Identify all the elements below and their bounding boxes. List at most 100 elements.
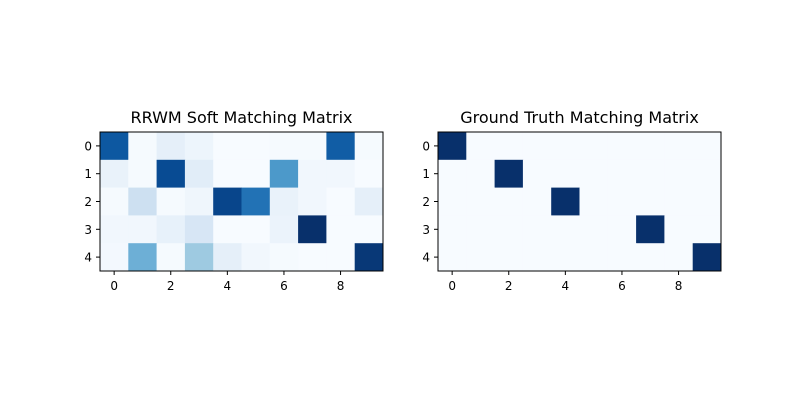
x-tick-label-1-8: 8 bbox=[675, 279, 683, 293]
y-tick-label-0-1: 1 bbox=[84, 167, 92, 181]
heatmap-cell-r0-c0 bbox=[100, 132, 129, 161]
y-tick-label-1-2: 2 bbox=[422, 195, 430, 209]
heatmap-cell-r1-c5 bbox=[579, 159, 609, 188]
heatmap-cell-r0-c4 bbox=[551, 132, 580, 161]
heatmap-cell-r4-c7 bbox=[298, 243, 327, 272]
heatmap-cell-r2-c1 bbox=[466, 187, 495, 216]
heatmap-cell-r0-c7 bbox=[298, 132, 327, 161]
heatmap-cell-r1-c6 bbox=[607, 159, 637, 188]
y-tick-label-0-2: 2 bbox=[84, 195, 92, 209]
x-tick-label-1-2: 2 bbox=[505, 279, 513, 293]
heatmap-cell-r4-c8 bbox=[326, 243, 356, 272]
x-tick-label-1-4: 4 bbox=[562, 279, 570, 293]
heatmap-cell-r2-c8 bbox=[326, 187, 356, 216]
heatmap-cell-r1-c2 bbox=[494, 159, 524, 188]
heatmap-cell-r4-c2 bbox=[494, 243, 524, 272]
heatmap-cell-r3-c8 bbox=[664, 215, 694, 244]
heatmap-cell-r4-c3 bbox=[184, 243, 214, 272]
x-tick-label-0-2: 2 bbox=[167, 279, 175, 293]
x-tick-label-1-6: 6 bbox=[618, 279, 626, 293]
heatmap-cell-r3-c1 bbox=[128, 215, 157, 244]
heatmap-cell-r3-c4 bbox=[551, 215, 580, 244]
chart-title-1: Ground Truth Matching Matrix bbox=[460, 108, 699, 127]
heatmap-cell-r4-c3 bbox=[522, 243, 552, 272]
x-tick-label-0-0: 0 bbox=[110, 279, 118, 293]
heatmap-cell-r0-c9 bbox=[354, 132, 384, 161]
heatmap-cell-r0-c8 bbox=[326, 132, 356, 161]
heatmap-cell-r1-c4 bbox=[213, 159, 242, 188]
heatmap-cell-r0-c1 bbox=[466, 132, 495, 161]
heatmap-cell-r0-c4 bbox=[213, 132, 242, 161]
heatmap-cell-r4-c1 bbox=[466, 243, 495, 272]
heatmap-cell-r4-c5 bbox=[241, 243, 271, 272]
heatmap-cell-r3-c5 bbox=[579, 215, 609, 244]
y-tick-label-0-3: 3 bbox=[84, 223, 92, 237]
heatmap-cell-r0-c2 bbox=[156, 132, 186, 161]
heatmap-cell-r3-c6 bbox=[607, 215, 637, 244]
heatmap-cell-r2-c7 bbox=[636, 187, 665, 216]
heatmap-cell-r3-c9 bbox=[354, 215, 384, 244]
heatmap-cell-r3-c0 bbox=[438, 215, 467, 244]
heatmap-cell-r1-c3 bbox=[522, 159, 552, 188]
heatmap-cell-r2-c1 bbox=[128, 187, 157, 216]
heatmap-cells-1 bbox=[438, 132, 722, 272]
heatmap-cell-r1-c0 bbox=[100, 159, 129, 188]
heatmap-cell-r0-c6 bbox=[607, 132, 637, 161]
heatmap-cell-r1-c9 bbox=[692, 159, 722, 188]
heatmap-cell-r2-c0 bbox=[438, 187, 467, 216]
heatmap-cell-r3-c0 bbox=[100, 215, 129, 244]
heatmap-cell-r3-c3 bbox=[522, 215, 552, 244]
heatmap-cell-r0-c0 bbox=[438, 132, 467, 161]
heatmap-cell-r1-c8 bbox=[326, 159, 356, 188]
heatmap-cell-r4-c4 bbox=[551, 243, 580, 272]
heatmap-cell-r2-c2 bbox=[156, 187, 186, 216]
heatmap-cell-r3-c8 bbox=[326, 215, 356, 244]
heatmap-cell-r4-c5 bbox=[579, 243, 609, 272]
heatmap-cell-r3-c7 bbox=[298, 215, 327, 244]
heatmap-cell-r1-c6 bbox=[269, 159, 299, 188]
heatmap-cell-r2-c3 bbox=[184, 187, 214, 216]
heatmap-cell-r2-c5 bbox=[579, 187, 609, 216]
y-tick-label-1-3: 3 bbox=[422, 223, 430, 237]
heatmap-cell-r2-c6 bbox=[607, 187, 637, 216]
chart-title-0: RRWM Soft Matching Matrix bbox=[131, 108, 353, 127]
heatmap-cell-r2-c0 bbox=[100, 187, 129, 216]
x-tick-label-0-4: 4 bbox=[224, 279, 232, 293]
heatmap-cell-r2-c9 bbox=[692, 187, 722, 216]
heatmap-cell-r1-c9 bbox=[354, 159, 384, 188]
heatmap-cell-r3-c9 bbox=[692, 215, 722, 244]
heatmap-cell-r2-c9 bbox=[354, 187, 384, 216]
heatmap-cell-r2-c8 bbox=[664, 187, 694, 216]
heatmap-cell-r0-c5 bbox=[579, 132, 609, 161]
heatmap-cell-r1-c5 bbox=[241, 159, 271, 188]
y-tick-label-1-0: 0 bbox=[422, 139, 430, 153]
heatmap-cell-r0-c3 bbox=[522, 132, 552, 161]
heatmap-cell-r4-c0 bbox=[438, 243, 467, 272]
heatmap-cell-r2-c7 bbox=[298, 187, 327, 216]
heatmap-cell-r3-c7 bbox=[636, 215, 665, 244]
x-tick-label-0-8: 8 bbox=[337, 279, 345, 293]
heatmap-cell-r0-c1 bbox=[128, 132, 157, 161]
heatmap-cell-r0-c8 bbox=[664, 132, 694, 161]
heatmap-cell-r1-c4 bbox=[551, 159, 580, 188]
heatmap-cell-r4-c6 bbox=[269, 243, 299, 272]
heatmap-cell-r0-c9 bbox=[692, 132, 722, 161]
heatmap-cell-r3-c2 bbox=[156, 215, 186, 244]
heatmap-cell-r2-c2 bbox=[494, 187, 524, 216]
heatmap-cell-r4-c2 bbox=[156, 243, 186, 272]
heatmap-cell-r3-c1 bbox=[466, 215, 495, 244]
heatmap-cell-r4-c8 bbox=[664, 243, 694, 272]
heatmap-cell-r1-c1 bbox=[466, 159, 495, 188]
heatmap-cell-r1-c7 bbox=[298, 159, 327, 188]
y-tick-label-1-4: 4 bbox=[422, 251, 430, 265]
heatmap-cell-r2-c4 bbox=[551, 187, 580, 216]
heatmap-cell-r3-c2 bbox=[494, 215, 524, 244]
heatmap-cell-r4-c9 bbox=[354, 243, 384, 272]
y-tick-label-0-4: 4 bbox=[84, 251, 92, 265]
heatmap-cell-r2-c4 bbox=[213, 187, 242, 216]
heatmap-cell-r0-c2 bbox=[494, 132, 524, 161]
heatmap-cell-r2-c5 bbox=[241, 187, 271, 216]
heatmap-cell-r4-c1 bbox=[128, 243, 157, 272]
heatmap-cell-r1-c8 bbox=[664, 159, 694, 188]
heatmap-cell-r4-c6 bbox=[607, 243, 637, 272]
